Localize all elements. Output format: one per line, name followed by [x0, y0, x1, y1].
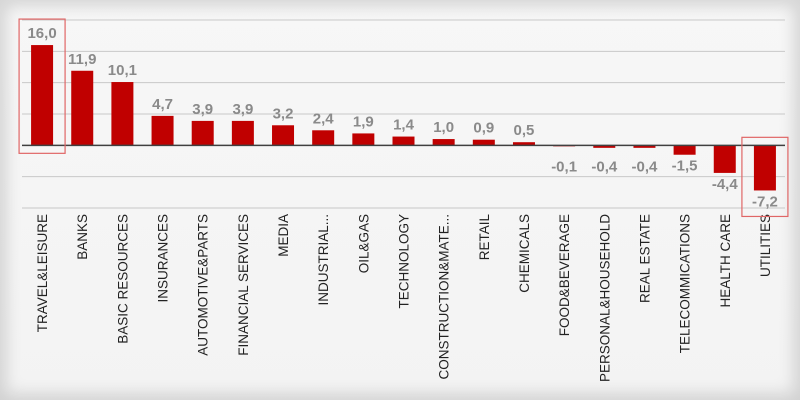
bar-11: [472, 139, 495, 146]
bar-15: [633, 145, 656, 148]
category-label-13: FOOD&BEVERAGE: [557, 214, 572, 336]
bar-5: [231, 120, 254, 146]
value-label-3: 4,7: [152, 96, 173, 113]
bar-12: [512, 142, 535, 146]
category-label-6: MEDIA: [276, 214, 291, 257]
category-label-16: TELECOMMICATIONS: [678, 214, 693, 353]
bar-10: [432, 139, 455, 146]
category-label-14: PERSONAL&HOUSEHOLD: [597, 214, 612, 382]
value-label-4: 3,9: [192, 101, 213, 118]
category-label-12: CHEMICALS: [517, 214, 532, 293]
category-label-10: CONSTRUCTION&MATE...: [437, 214, 452, 380]
bar-3: [151, 115, 174, 146]
value-label-17: -4,4: [712, 176, 739, 193]
category-label-15: REAL ESTATE: [637, 214, 652, 303]
highlight-box-0: [18, 18, 66, 154]
bar-17: [713, 145, 736, 173]
category-label-4: AUTOMOTIVE&PARTS: [196, 214, 211, 356]
category-label-11: RETAIL: [477, 214, 492, 261]
category-label-17: HEALTH CARE: [718, 214, 733, 308]
highlight-box-1: [741, 136, 789, 218]
value-label-10: 1,0: [433, 119, 454, 136]
value-label-1: 11,9: [68, 51, 96, 68]
bar-16: [673, 145, 696, 155]
bar-14: [593, 145, 616, 148]
category-label-2: BASIC RESOURCES: [115, 214, 130, 344]
value-label-9: 1,4: [393, 117, 415, 134]
category-label-9: TECHNOLOGY: [397, 214, 412, 309]
value-label-5: 3,9: [232, 101, 253, 118]
category-label-1: BANKS: [75, 214, 90, 260]
value-label-7: 2,4: [313, 110, 335, 127]
value-label-11: 0,9: [473, 120, 494, 137]
value-label-18: -7,2: [752, 193, 778, 210]
value-label-15: -0,4: [632, 158, 659, 175]
value-label-12: 0,5: [514, 122, 535, 139]
bar-0: [31, 45, 54, 146]
category-label-18: UTILITIES: [758, 214, 773, 277]
value-label-14: -0,4: [591, 158, 618, 175]
value-label-13: -0,1: [551, 158, 577, 175]
bar-7: [312, 130, 335, 146]
value-label-6: 3,2: [273, 105, 294, 122]
category-label-0: TRAVEL&LEISURE: [35, 214, 50, 332]
category-label-7: INDUSTRIAL...: [316, 214, 331, 306]
bar-2: [111, 82, 134, 146]
bar-9: [392, 136, 415, 146]
category-label-5: FINANCIAL SERVICES: [236, 214, 251, 356]
value-label-8: 1,9: [353, 113, 374, 130]
value-label-16: -1,5: [672, 158, 698, 175]
value-label-2: 10,1: [108, 62, 137, 79]
value-label-0: 16,0: [27, 25, 56, 42]
category-label-8: OIL&GAS: [356, 214, 371, 273]
bar-6: [272, 125, 295, 146]
bar-4: [191, 120, 214, 146]
bar-1: [71, 70, 94, 146]
bar-18: [753, 145, 776, 191]
category-label-3: INSURANCES: [156, 214, 171, 303]
bar-8: [352, 133, 375, 146]
